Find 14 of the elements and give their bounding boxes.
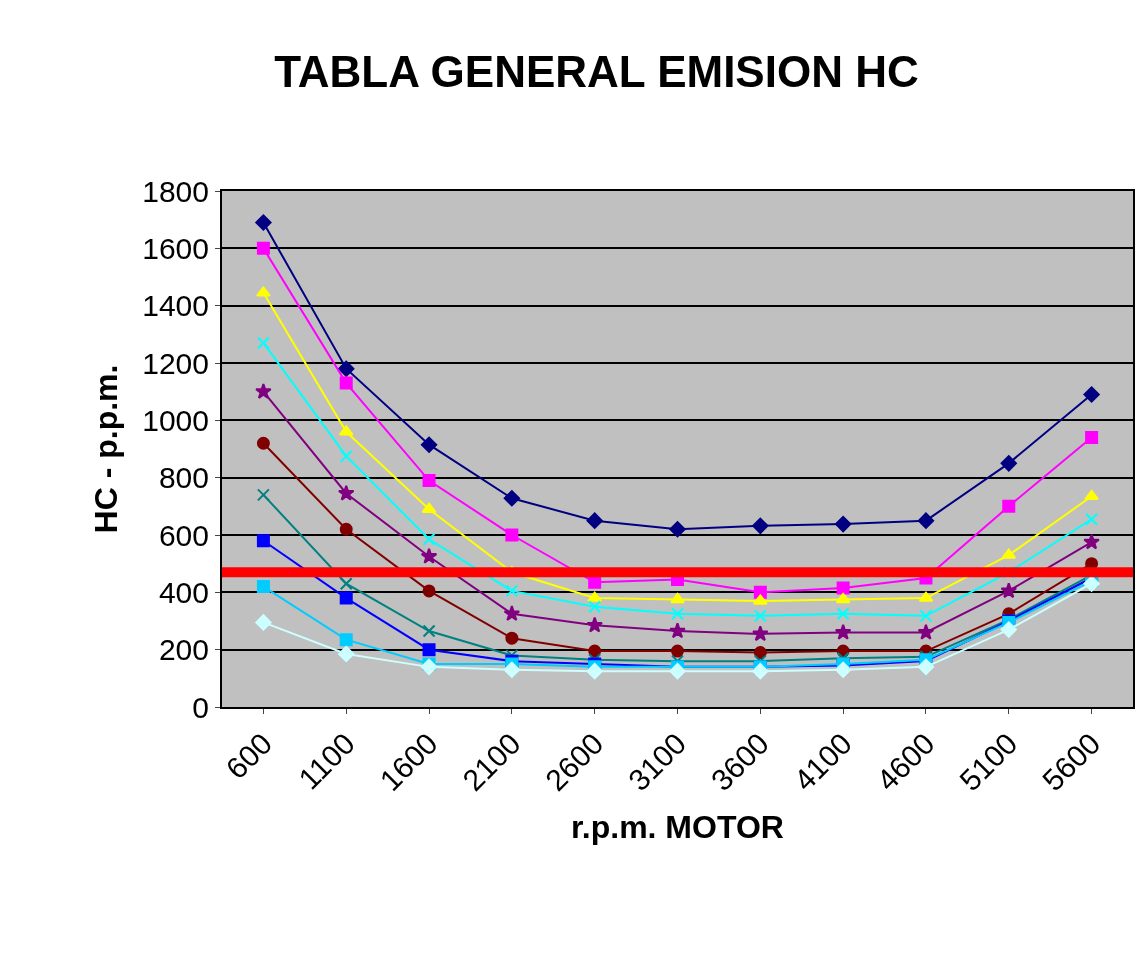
x-axis-title: r.p.m. MOTOR: [571, 809, 784, 846]
y-axis-title: HC - p.p.m.: [88, 364, 125, 534]
x-tick-label: 600: [219, 726, 279, 786]
y-tick-label: 1200: [142, 346, 209, 380]
chart-title: TABLA GENERAL EMISION HC: [274, 47, 919, 97]
y-tick-label: 800: [158, 461, 209, 495]
y-tick-label: 0: [192, 690, 209, 724]
y-tick-label: 200: [158, 633, 209, 667]
y-tick-label: 1000: [142, 403, 209, 437]
y-tick-label: 1800: [142, 174, 209, 208]
y-tick-label: 1600: [142, 231, 209, 265]
y-tick-label: 400: [158, 575, 209, 609]
y-tick-label: 1400: [142, 289, 209, 323]
y-tick-label: 600: [158, 518, 209, 552]
